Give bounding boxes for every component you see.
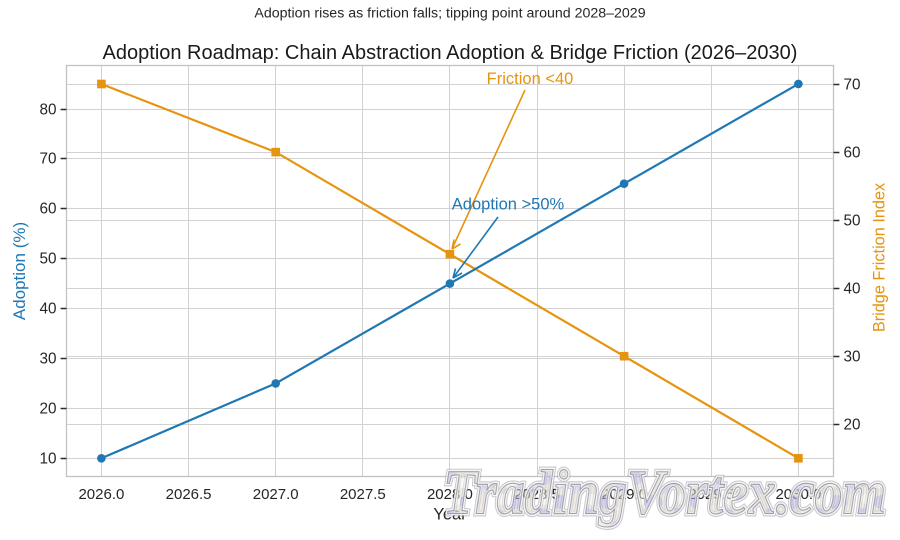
svg-text:50: 50 (844, 213, 861, 230)
svg-text:2027.5: 2027.5 (340, 486, 386, 503)
svg-text:2028.0: 2028.0 (427, 486, 473, 503)
svg-text:10: 10 (39, 451, 56, 468)
svg-text:30: 30 (39, 351, 56, 368)
svg-text:70: 70 (39, 151, 56, 168)
svg-text:2029.5: 2029.5 (688, 486, 734, 503)
svg-text:60: 60 (39, 201, 56, 218)
svg-text:20: 20 (844, 417, 861, 434)
svg-text:40: 40 (844, 281, 861, 298)
svg-text:TradingVortex.com: TradingVortex.com (443, 458, 886, 528)
svg-text:80: 80 (39, 102, 56, 119)
svg-text:Adoption (%): Adoption (%) (10, 222, 29, 320)
svg-text:Adoption >50%: Adoption >50% (452, 196, 565, 214)
svg-text:40: 40 (39, 301, 56, 318)
svg-text:20: 20 (39, 401, 56, 418)
svg-text:Adoption rises as friction fal: Adoption rises as friction falls; tippin… (254, 6, 645, 22)
svg-text:2028.5: 2028.5 (514, 486, 560, 503)
svg-text:2026.0: 2026.0 (78, 486, 124, 503)
svg-text:Adoption Roadmap: Chain Abstra: Adoption Roadmap: Chain Abstraction Adop… (103, 42, 798, 64)
svg-text:70: 70 (844, 77, 861, 94)
svg-text:2029.0: 2029.0 (601, 486, 647, 503)
svg-text:Year: Year (433, 506, 467, 524)
svg-text:Friction <40: Friction <40 (487, 70, 574, 88)
svg-text:TradingVortex.com: TradingVortex.com (443, 458, 886, 528)
svg-text:30: 30 (844, 349, 861, 366)
svg-text:60: 60 (844, 145, 861, 162)
svg-text:2026.5: 2026.5 (166, 486, 212, 503)
svg-text:Bridge Friction Index: Bridge Friction Index (871, 183, 889, 332)
svg-text:TradingVortex.com: TradingVortex.com (443, 458, 886, 528)
svg-text:2027.0: 2027.0 (253, 486, 299, 503)
svg-text:2030.0: 2030.0 (775, 486, 821, 503)
svg-text:50: 50 (39, 251, 56, 268)
